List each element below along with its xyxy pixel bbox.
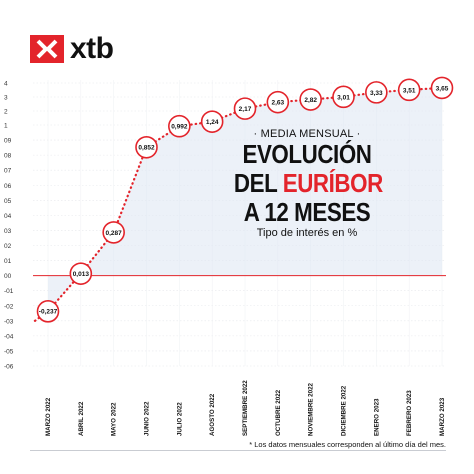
chart-title-line-3: A 12 MESES	[243, 197, 371, 227]
x-tick-label: JULIO 2022	[176, 402, 183, 436]
brand-name: xtb	[70, 32, 114, 65]
data-label: 0,852	[138, 145, 155, 152]
x-tick-label: ABRIL 2022	[78, 401, 85, 436]
x-tick-label: DICIEMBRE 2022	[341, 385, 348, 436]
y-tick-label: 04	[4, 213, 12, 220]
y-tick-label: -03	[4, 318, 14, 325]
data-point-marker	[36, 300, 60, 323]
data-label: 0,992	[171, 124, 188, 131]
data-point-marker	[430, 76, 454, 100]
data-point-marker	[233, 97, 257, 120]
y-tick-label: 1	[4, 123, 8, 130]
data-point-marker	[397, 78, 421, 102]
x-tick-label: NOVIEMBRE 2022	[308, 382, 315, 436]
y-tick-label: 06	[4, 183, 12, 190]
data-point-marker	[168, 114, 191, 138]
x-tick-label: OCTUBRE 2022	[275, 389, 282, 436]
y-tick-label: -04	[4, 333, 14, 340]
data-label: 2,63	[272, 100, 285, 107]
data-label: -0,237	[39, 309, 58, 316]
y-tick-label: 07	[4, 168, 12, 175]
data-label: 3,65	[436, 85, 449, 92]
data-point-marker	[332, 85, 355, 109]
data-point-marker	[200, 110, 224, 133]
area-fill	[48, 87, 442, 312]
data-point-marker	[266, 90, 290, 114]
xtb-logo: xtb	[30, 32, 114, 65]
y-tick-label: 00	[4, 273, 12, 280]
x-tick-label: MAYO 2022	[111, 402, 118, 436]
bottom-divider	[30, 450, 446, 451]
x-tick-label: AGOSTO 2022	[209, 393, 216, 436]
x-tick-label: MARZO 2022	[45, 397, 52, 436]
x-tick-label: MARZO 2023	[439, 397, 446, 436]
data-point-marker	[69, 262, 93, 285]
y-tick-label: -06	[4, 364, 14, 371]
chart-title-line-2-prefix: DEL	[233, 168, 283, 198]
data-label: 2,82	[304, 97, 317, 104]
chart-top-label: · MEDIA MENSUAL ·	[253, 128, 361, 140]
y-tick-label: 01	[4, 258, 12, 265]
y-tick-label: 2	[4, 109, 8, 116]
data-label: 3,51	[403, 87, 416, 94]
x-tick-label: SEPTIEMBRE 2022	[242, 380, 249, 436]
chart-title-block: · MEDIA MENSUAL · EVOLUCIÓN DEL EURÍBOR …	[222, 128, 392, 239]
data-point-marker	[135, 135, 158, 159]
y-tick-label: 08	[4, 153, 12, 160]
y-tick-label: -02	[4, 303, 14, 310]
xtb-logo-mark-icon	[30, 35, 64, 63]
x-tick-label: FEBRERO 2023	[406, 390, 413, 436]
x-tick-label: ENERO 2023	[373, 398, 380, 436]
data-label: 2,17	[239, 106, 252, 113]
data-label: 1,24	[206, 119, 219, 126]
y-tick-label: 05	[4, 198, 12, 205]
data-label: 3,33	[370, 90, 383, 97]
data-label: 0,013	[73, 271, 90, 278]
data-point-marker	[299, 88, 322, 111]
data-point-marker	[102, 221, 125, 244]
y-tick-label: 4	[4, 81, 8, 88]
chart-title-line-1: EVOLUCIÓN	[242, 139, 372, 169]
data-label: 0,287	[106, 230, 123, 237]
data-label: 3,01	[337, 94, 350, 101]
y-tick-label: 02	[4, 243, 12, 250]
chart-title-euribor: EURÍBOR	[282, 168, 384, 198]
chart-title-line-2: DEL EURÍBOR	[233, 168, 384, 198]
y-tick-label: 09	[4, 138, 12, 145]
y-tick-label: -05	[4, 348, 14, 355]
chart-subtitle: Tipo de interés en %	[256, 227, 358, 239]
y-tick-label: 3	[4, 95, 8, 102]
footnote: * Los datos mensuales corresponden al úl…	[249, 440, 446, 449]
data-point-marker	[365, 81, 388, 104]
y-tick-label: 03	[4, 228, 12, 235]
x-tick-label: JUNIO 2022	[144, 401, 151, 436]
y-tick-label: -01	[4, 288, 14, 295]
